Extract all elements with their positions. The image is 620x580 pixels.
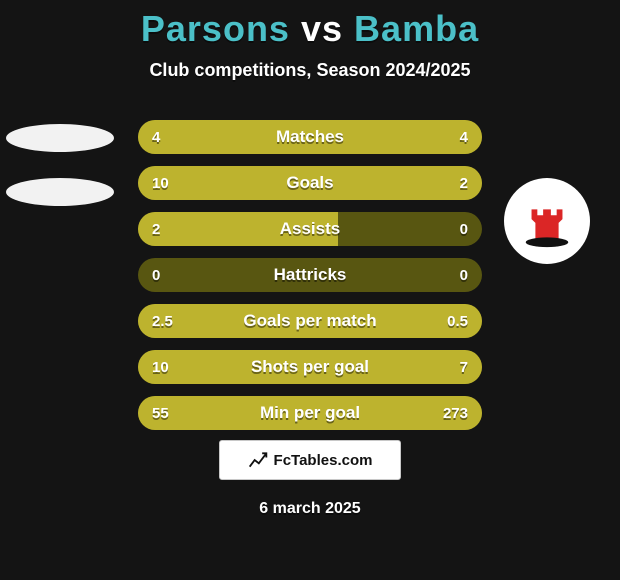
stat-value-right: 7 — [460, 350, 468, 384]
stat-value-right: 2 — [460, 166, 468, 200]
stat-value-left: 2 — [152, 212, 160, 246]
stat-value-left: 55 — [152, 396, 169, 430]
stat-value-left: 4 — [152, 120, 160, 154]
stat-value-left: 0 — [152, 258, 160, 292]
stat-row: Assists2 0 — [138, 212, 482, 246]
stat-value-right: 0 — [460, 212, 468, 246]
left-team-badge-2 — [6, 178, 114, 206]
fctables-badge[interactable]: FcTables.com — [219, 440, 401, 480]
subtitle: Club competitions, Season 2024/2025 — [0, 60, 620, 81]
stat-value-right: 0.5 — [447, 304, 468, 338]
footer-date: 6 march 2025 — [0, 500, 620, 518]
stat-label: Matches — [138, 120, 482, 154]
tower-icon — [518, 192, 576, 250]
stat-value-left: 10 — [152, 166, 169, 200]
stat-label: Min per goal — [138, 396, 482, 430]
stat-value-left: 2.5 — [152, 304, 173, 338]
stat-label: Goals — [138, 166, 482, 200]
stat-label: Shots per goal — [138, 350, 482, 384]
stat-row: Hattricks0 0 — [138, 258, 482, 292]
stat-label: Assists — [138, 212, 482, 246]
stat-row: Goals per match2.5 0.5 — [138, 304, 482, 338]
stat-row: Goals10 2 — [138, 166, 482, 200]
stat-value-left: 10 — [152, 350, 169, 384]
page-title: Parsons vs Bamba — [0, 0, 620, 50]
stat-row: Min per goal55 273 — [138, 396, 482, 430]
vs-separator: vs — [301, 8, 343, 49]
fctables-label: FcTables.com — [274, 452, 373, 469]
stat-value-right: 4 — [460, 120, 468, 154]
stat-label: Hattricks — [138, 258, 482, 292]
stat-label: Goals per match — [138, 304, 482, 338]
right-team-badge — [504, 178, 590, 264]
comparison-infographic: Parsons vs Bamba Club competitions, Seas… — [0, 0, 620, 580]
stat-value-right: 273 — [443, 396, 468, 430]
stat-row: Matches4 4 — [138, 120, 482, 154]
stat-row: Shots per goal10 7 — [138, 350, 482, 384]
stat-value-right: 0 — [460, 258, 468, 292]
chart-up-icon — [248, 450, 268, 470]
stat-rows: Matches44Goals102Assists20Hattricks00Goa… — [138, 120, 482, 442]
player-left-name: Parsons — [141, 8, 290, 49]
left-team-badge-1 — [6, 124, 114, 152]
player-right-name: Bamba — [354, 8, 479, 49]
